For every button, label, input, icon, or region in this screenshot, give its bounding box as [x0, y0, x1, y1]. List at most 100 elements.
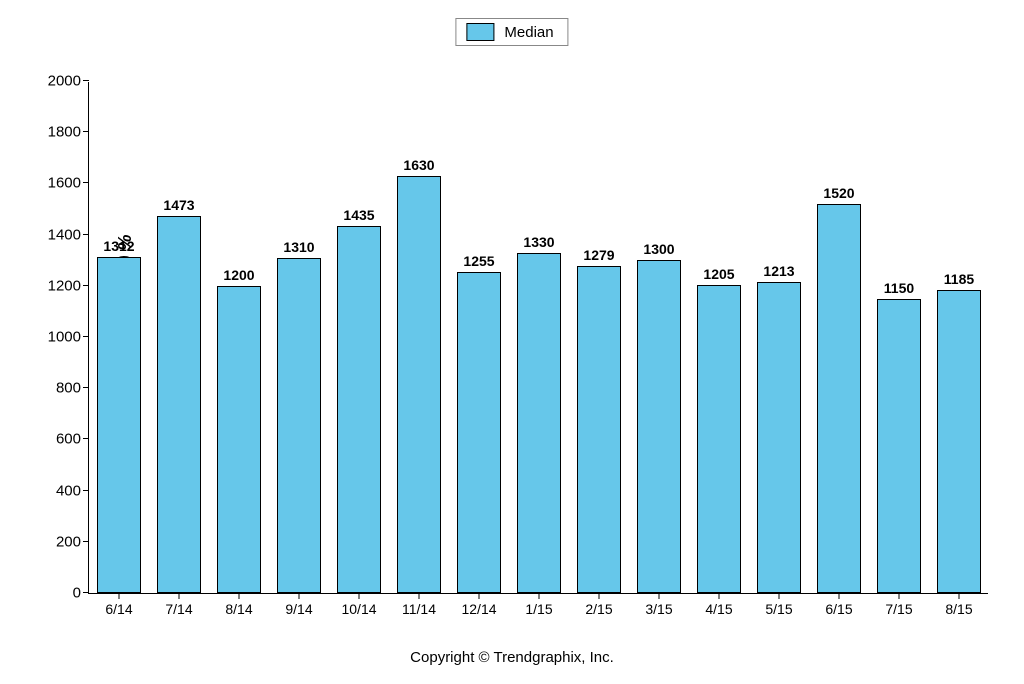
bar: 1435 [337, 226, 380, 593]
x-tick-mark [899, 593, 900, 599]
bar: 1279 [577, 266, 620, 593]
x-tick-mark [959, 593, 960, 599]
y-tick-mark [83, 285, 89, 286]
y-tick-mark [83, 182, 89, 183]
x-tick-label: 3/15 [645, 601, 672, 617]
y-tick-label: 1600 [48, 175, 81, 192]
y-tick-mark [83, 438, 89, 439]
legend-swatch [466, 23, 494, 41]
y-tick-mark [83, 234, 89, 235]
x-tick-mark [719, 593, 720, 599]
x-tick-label: 2/15 [585, 601, 612, 617]
bar-slot: 12135/15 [749, 82, 809, 593]
x-tick-mark [119, 593, 120, 599]
x-tick-label: 6/14 [105, 601, 132, 617]
x-tick-label: 5/15 [765, 601, 792, 617]
bar: 1200 [217, 286, 260, 593]
chart-footer: Copyright © Trendgraphix, Inc. [410, 649, 614, 666]
x-tick-mark [419, 593, 420, 599]
x-tick-mark [239, 593, 240, 599]
legend: Median [455, 18, 568, 46]
bar-slot: 15206/15 [809, 82, 869, 593]
bar-slot: 13109/14 [269, 82, 329, 593]
bar-value-label: 1150 [884, 280, 914, 296]
bar-slot: 12792/15 [569, 82, 629, 593]
y-tick-label: 400 [56, 482, 81, 499]
bar-value-label: 1630 [403, 157, 434, 173]
x-tick-mark [659, 593, 660, 599]
bar-value-label: 1312 [103, 238, 134, 254]
y-tick-label: 0 [73, 585, 81, 602]
x-tick-mark [779, 593, 780, 599]
bars-container: 13126/1414737/1412008/1413109/14143510/1… [89, 82, 988, 593]
bar: 1473 [157, 216, 200, 593]
bar-slot: 12054/15 [689, 82, 749, 593]
bar-value-label: 1255 [463, 253, 494, 269]
bar: 1630 [397, 176, 440, 593]
x-tick-label: 7/15 [885, 601, 912, 617]
bar-slot: 163011/14 [389, 82, 449, 593]
bar: 1520 [817, 204, 860, 593]
bar-slot: 14737/14 [149, 82, 209, 593]
bar-slot: 11507/15 [869, 82, 929, 593]
bar: 1312 [97, 257, 140, 593]
bar: 1330 [517, 253, 560, 593]
bar-value-label: 1435 [343, 207, 374, 223]
bar-value-label: 1310 [283, 239, 314, 255]
x-tick-mark [539, 593, 540, 599]
y-tick-label: 2000 [48, 73, 81, 90]
bar-value-label: 1300 [643, 241, 674, 257]
bar-value-label: 1520 [823, 185, 854, 201]
bar-value-label: 1473 [163, 197, 194, 213]
y-tick-mark [83, 131, 89, 132]
y-tick-label: 1200 [48, 277, 81, 294]
bar: 1255 [457, 272, 500, 593]
bar: 1310 [277, 258, 320, 593]
bar-slot: 13003/15 [629, 82, 689, 593]
x-tick-mark [299, 593, 300, 599]
y-tick-mark [83, 387, 89, 388]
bar-slot: 13301/15 [509, 82, 569, 593]
x-tick-label: 9/14 [285, 601, 312, 617]
x-tick-mark [479, 593, 480, 599]
bar-slot: 13126/14 [89, 82, 149, 593]
x-tick-mark [359, 593, 360, 599]
y-tick-mark [83, 80, 89, 81]
bar-value-label: 1205 [703, 266, 734, 282]
legend-label: Median [504, 24, 553, 41]
x-tick-label: 1/15 [525, 601, 552, 617]
y-tick-label: 1400 [48, 226, 81, 243]
y-tick-mark [83, 592, 89, 593]
bar-value-label: 1213 [763, 263, 794, 279]
bar: 1150 [877, 299, 920, 593]
bar-value-label: 1279 [583, 247, 614, 263]
bar-slot: 12008/14 [209, 82, 269, 593]
bar-value-label: 1200 [223, 267, 254, 283]
bar: 1213 [757, 282, 800, 593]
x-tick-mark [179, 593, 180, 599]
y-tick-label: 1800 [48, 124, 81, 141]
median-price-bar-chart: Median Median Price (in $,000) % 13126/1… [0, 0, 1024, 684]
y-tick-label: 800 [56, 380, 81, 397]
x-tick-label: 10/14 [341, 601, 376, 617]
bar: 1300 [637, 260, 680, 593]
bar-slot: 11858/15 [929, 82, 989, 593]
x-tick-label: 6/15 [825, 601, 852, 617]
plot-area: 13126/1414737/1412008/1413109/14143510/1… [88, 82, 988, 594]
y-tick-mark [83, 541, 89, 542]
y-tick-mark [83, 490, 89, 491]
bar: 1205 [697, 285, 740, 593]
bar-slot: 125512/14 [449, 82, 509, 593]
bar-value-label: 1330 [523, 234, 554, 250]
y-tick-label: 200 [56, 533, 81, 550]
x-tick-label: 11/14 [402, 601, 436, 617]
x-tick-label: 7/14 [165, 601, 192, 617]
y-tick-label: 600 [56, 431, 81, 448]
x-tick-label: 12/14 [461, 601, 496, 617]
x-tick-label: 8/15 [945, 601, 972, 617]
y-tick-mark [83, 336, 89, 337]
bar: 1185 [937, 290, 980, 593]
x-tick-label: 4/15 [705, 601, 732, 617]
bar-slot: 143510/14 [329, 82, 389, 593]
x-tick-label: 8/14 [225, 601, 252, 617]
